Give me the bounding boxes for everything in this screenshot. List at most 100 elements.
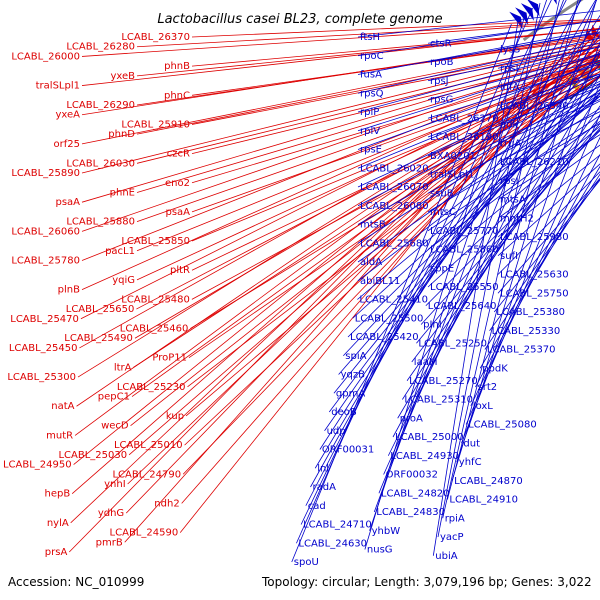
- gene-label: LCABL_25630: [500, 270, 569, 281]
- gene-label: mutR: [46, 430, 73, 441]
- gene-label: wecD: [101, 421, 129, 432]
- gene-label: LCABL_25270: [409, 376, 478, 387]
- gene-label: LCABL_26280: [66, 42, 135, 53]
- label-leader-line: [427, 53, 600, 100]
- label-leader-line: [79, 56, 600, 349]
- gene-label: LCABL_25030: [58, 450, 127, 461]
- gene-label: rpsE: [360, 145, 382, 156]
- label-leader-line: [81, 56, 600, 291]
- gene-label: rpoC: [360, 51, 384, 62]
- gene-label: ubiA: [435, 551, 457, 562]
- gene-label: hepB: [44, 489, 70, 500]
- label-leader-line: [493, 179, 600, 313]
- gene-label: yqiG: [112, 275, 135, 286]
- gene-label: czcR: [167, 149, 190, 160]
- label-leader-line: [131, 59, 600, 397]
- gene-label: pltR: [170, 265, 190, 276]
- gene-label: LCABL_25450: [9, 343, 78, 354]
- gene-label: LCABL_25910: [121, 120, 190, 131]
- gene-label: yhfC: [459, 457, 482, 468]
- label-leader-line: [456, 41, 600, 463]
- gene-label: LCABL_25420: [350, 332, 419, 343]
- label-leader-line: [451, 0, 597, 481]
- gene-label: LCABL_24870: [454, 476, 523, 487]
- gene-label: infA: [500, 82, 520, 93]
- gene-label: gpmA: [336, 388, 365, 399]
- label-leader-line: [497, 154, 600, 238]
- label-leader-line: [369, 0, 548, 531]
- gene-label: ndh2: [154, 498, 179, 509]
- gene-label: LCABL_24930: [390, 451, 459, 462]
- label-leader-line: [357, 37, 600, 94]
- gene-label: natA: [51, 401, 74, 412]
- label-leader-line: [427, 63, 600, 119]
- gene-label: LCABL_25380: [496, 307, 565, 318]
- label-leader-line: [77, 54, 600, 378]
- label-leader-line: [76, 50, 600, 407]
- gene-label: LCABL_25310: [404, 395, 473, 406]
- label-leader-line: [314, 0, 597, 469]
- gene-label: LCABL_26070: [360, 182, 429, 193]
- gene-label: LCABL_25000: [395, 432, 464, 443]
- gene-label: LCABL_25080: [468, 420, 537, 431]
- gene-label: nusG: [367, 545, 393, 556]
- gene-label: yxeA: [55, 110, 80, 121]
- gene-label: LCABL_25780: [11, 256, 80, 267]
- label-leader-line: [191, 54, 600, 154]
- label-leader-line: [446, 0, 579, 500]
- label-leader-line: [136, 43, 600, 135]
- label-leader-line: [357, 85, 600, 225]
- gene-label: nylA: [47, 518, 69, 529]
- gene-label: aldA: [360, 257, 382, 268]
- gene-label: ctsR: [430, 38, 452, 49]
- gene-label: LCABL_26340: [500, 101, 569, 112]
- label-leader-line: [81, 27, 600, 86]
- gene-label: ppdK: [482, 363, 508, 374]
- gene-label: LCABL_25480: [121, 294, 190, 305]
- label-leader-line: [427, 120, 600, 250]
- reverse-gene-arrow: [515, 7, 529, 26]
- gene-label: phnE: [110, 188, 135, 199]
- gene-label: rpsG: [430, 95, 453, 106]
- gene-label: LCABL_25300: [7, 372, 76, 383]
- label-leader-line: [497, 111, 600, 163]
- gene-label: srt2: [478, 382, 498, 393]
- label-leader-line: [427, 42, 600, 82]
- label-leader-line: [427, 129, 600, 288]
- gene-label: LCABL_26020: [360, 163, 429, 174]
- gene-label: LCABL_25750: [500, 288, 569, 299]
- gene-label: rpsI: [500, 176, 519, 187]
- label-leader-line: [81, 21, 600, 57]
- gene-label: LCABL_26370: [121, 32, 190, 43]
- label-leader-line: [305, 0, 567, 506]
- label-leader-line: [357, 54, 600, 132]
- gene-label: deoB: [331, 407, 357, 418]
- gene-label: mtsB: [360, 220, 386, 231]
- label-leader-line: [420, 127, 600, 325]
- gene-label: LCABL_26210: [500, 157, 569, 168]
- kbp-tick-labels: 2650 kbp2600 kbp2550 kbp2500 kbp2450 kbp…: [579, 0, 600, 1]
- gene-label: mtsC: [430, 207, 456, 218]
- gene-label: phnD: [108, 129, 135, 140]
- gene-label: ProP11: [152, 353, 187, 364]
- label-leader-line: [357, 28, 600, 75]
- gene-label: pacL1: [105, 246, 135, 257]
- label-leader-line: [357, 46, 600, 113]
- kbp-label: 2400 kbp: [579, 0, 600, 1]
- gene-label: rpoB: [430, 57, 454, 68]
- gene-label: tralSLpl1: [430, 170, 474, 181]
- label-leader-lines: [68, 0, 600, 563]
- label-leader-line: [427, 125, 600, 269]
- label-leader-line: [497, 144, 600, 219]
- gene-label: LCABL_24820: [381, 488, 450, 499]
- gene-label: phnC: [164, 90, 190, 101]
- gene-label: LCABL_26080: [360, 201, 429, 212]
- gene-label: proA: [400, 413, 423, 424]
- gene-label: LCABL_25470: [10, 314, 79, 325]
- gene-label: LCABL_25680: [360, 238, 429, 249]
- label-leader-line: [319, 14, 600, 450]
- label-leader-line: [437, 2, 541, 538]
- label-leader-line: [133, 63, 600, 368]
